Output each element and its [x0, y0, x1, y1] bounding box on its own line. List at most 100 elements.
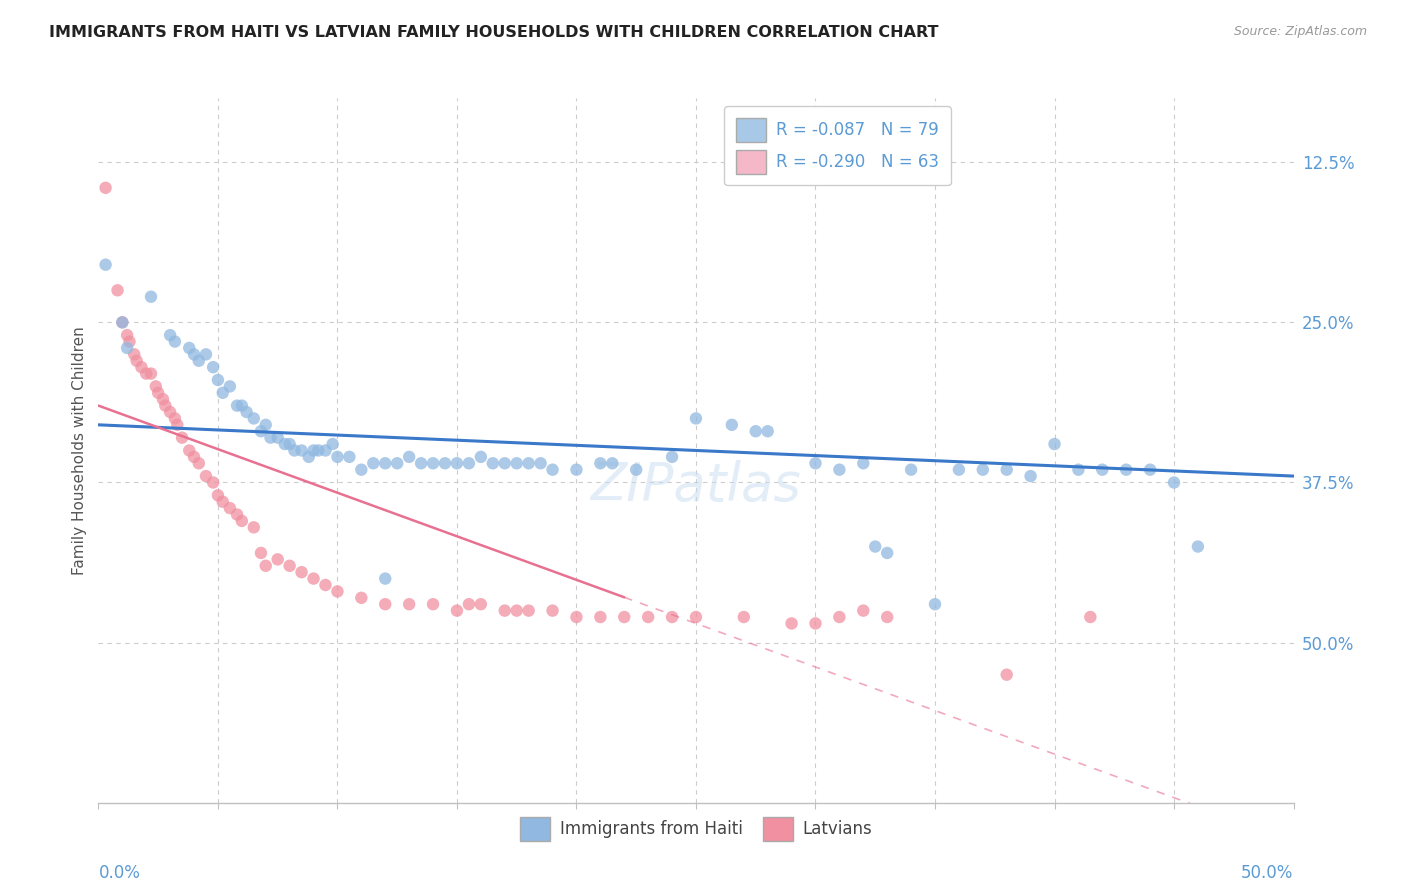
Point	[422, 597, 444, 611]
Point	[852, 604, 875, 618]
Point	[250, 546, 273, 560]
Point	[1080, 610, 1102, 624]
Legend: Immigrants from Haiti, Latvians: Immigrants from Haiti, Latvians	[513, 811, 879, 847]
Point	[1115, 463, 1137, 477]
Point	[219, 379, 242, 393]
Point	[302, 572, 325, 586]
Point	[363, 456, 385, 470]
Point	[139, 367, 162, 381]
Point	[231, 514, 253, 528]
Point	[274, 437, 297, 451]
Point	[219, 501, 242, 516]
Text: Source: ZipAtlas.com: Source: ZipAtlas.com	[1233, 25, 1367, 38]
Point	[828, 463, 851, 477]
Point	[259, 431, 281, 445]
Point	[374, 572, 396, 586]
Point	[307, 443, 329, 458]
Point	[506, 456, 529, 470]
Point	[267, 552, 290, 566]
Point	[565, 463, 588, 477]
Point	[446, 604, 468, 618]
Point	[166, 417, 188, 432]
Point	[470, 450, 492, 464]
Point	[172, 431, 194, 445]
Point	[350, 463, 373, 477]
Point	[159, 328, 181, 343]
Point	[152, 392, 174, 407]
Point	[506, 604, 529, 618]
Text: 0.0%: 0.0%	[98, 864, 141, 882]
Point	[995, 463, 1018, 477]
Point	[226, 399, 249, 413]
Point	[145, 379, 167, 393]
Point	[135, 367, 157, 381]
Point	[179, 341, 201, 355]
Point	[374, 456, 396, 470]
Point	[155, 399, 177, 413]
Point	[458, 456, 481, 470]
Point	[250, 424, 273, 438]
Point	[385, 456, 409, 470]
Point	[398, 597, 420, 611]
Point	[148, 385, 170, 400]
Point	[322, 437, 344, 451]
Point	[211, 494, 233, 508]
Point	[111, 315, 134, 329]
Point	[995, 667, 1018, 681]
Point	[1067, 463, 1090, 477]
Point	[876, 610, 898, 624]
Point	[179, 443, 201, 458]
Point	[470, 597, 492, 611]
Point	[125, 353, 148, 368]
Point	[589, 456, 612, 470]
Point	[254, 417, 277, 432]
Point	[685, 610, 707, 624]
Point	[183, 450, 205, 464]
Point	[94, 181, 117, 195]
Point	[183, 347, 205, 361]
Point	[517, 456, 540, 470]
Point	[291, 565, 314, 579]
Text: IMMIGRANTS FROM HAITI VS LATVIAN FAMILY HOUSEHOLDS WITH CHILDREN CORRELATION CHA: IMMIGRANTS FROM HAITI VS LATVIAN FAMILY …	[49, 25, 939, 40]
Point	[637, 610, 659, 624]
Point	[211, 385, 233, 400]
Point	[278, 437, 301, 451]
Point	[187, 456, 209, 470]
Point	[291, 443, 314, 458]
Text: ZIPatlas: ZIPatlas	[591, 459, 801, 512]
Point	[661, 450, 683, 464]
Point	[231, 399, 253, 413]
Point	[159, 405, 181, 419]
Point	[565, 610, 588, 624]
Point	[948, 463, 970, 477]
Point	[481, 456, 505, 470]
Point	[267, 431, 290, 445]
Point	[298, 450, 321, 464]
Y-axis label: Family Households with Children: Family Households with Children	[72, 326, 87, 574]
Point	[1139, 463, 1161, 477]
Point	[756, 424, 779, 438]
Point	[422, 456, 444, 470]
Point	[163, 411, 186, 425]
Point	[131, 360, 153, 375]
Point	[254, 558, 277, 573]
Point	[1187, 540, 1209, 554]
Point	[411, 456, 433, 470]
Point	[278, 558, 301, 573]
Point	[541, 604, 564, 618]
Point	[721, 417, 744, 432]
Point	[446, 456, 468, 470]
Point	[530, 456, 553, 470]
Point	[315, 578, 337, 592]
Point	[283, 443, 305, 458]
Point	[115, 341, 138, 355]
Point	[111, 315, 134, 329]
Point	[339, 450, 361, 464]
Text: 50.0%: 50.0%	[1241, 864, 1294, 882]
Point	[1163, 475, 1185, 490]
Point	[494, 456, 516, 470]
Point	[243, 411, 266, 425]
Point	[745, 424, 768, 438]
Point	[541, 463, 564, 477]
Point	[124, 347, 146, 361]
